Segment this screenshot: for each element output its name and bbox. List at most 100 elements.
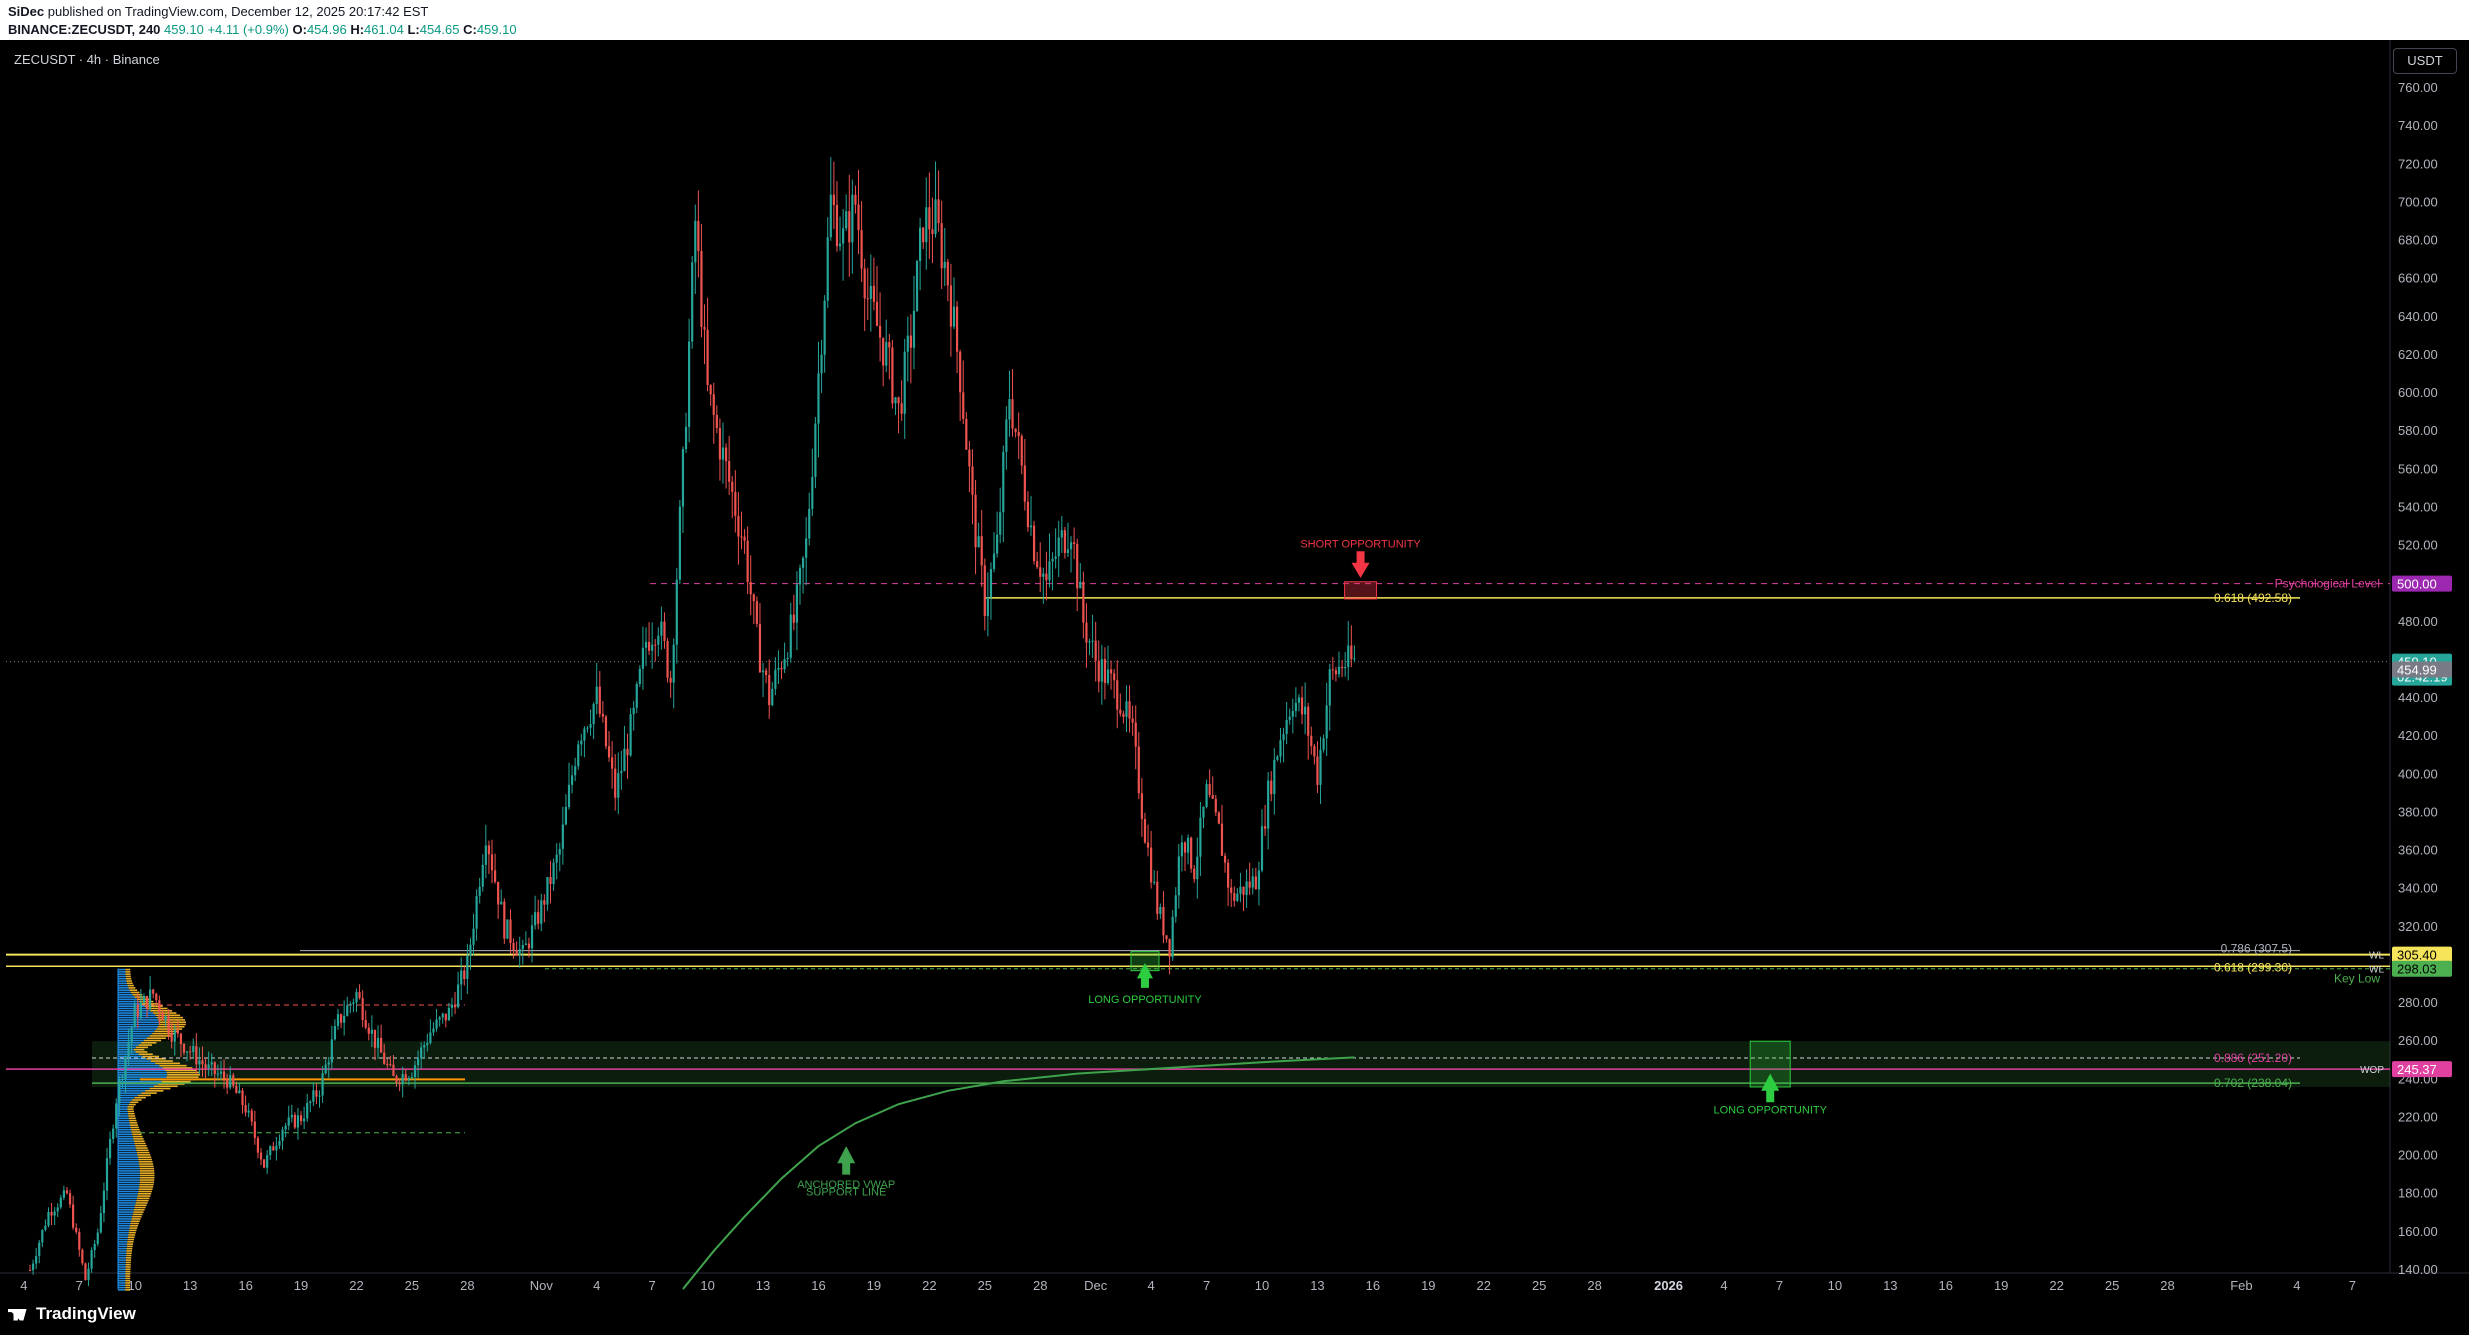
candle-body	[306, 1102, 309, 1119]
candle-body	[946, 261, 949, 286]
candle-body	[669, 677, 672, 683]
candle-body	[1227, 862, 1230, 888]
candle-body	[949, 285, 953, 327]
volume-profile-bar	[125, 1257, 132, 1259]
tag-305-bg	[2392, 946, 2452, 963]
volume-profile-bar	[118, 1030, 155, 1033]
volume-profile-bar	[118, 1257, 126, 1259]
candle-body	[1208, 783, 1211, 796]
candle-body	[65, 1190, 69, 1194]
volume-profile-bar	[118, 1208, 134, 1211]
candle-body	[629, 714, 632, 756]
candle-body	[53, 1211, 56, 1216]
time-tick-label: 28	[460, 1278, 474, 1293]
volume-profile-bar	[118, 984, 128, 987]
candle-body	[691, 262, 694, 342]
volume-profile-bar	[131, 1220, 140, 1223]
candle-body	[1153, 881, 1156, 883]
price-tick-label: 720.00	[2398, 156, 2438, 171]
volume-profile-bar	[128, 1234, 136, 1236]
volume-profile-bar	[118, 1286, 126, 1289]
volume-profile-bar	[127, 984, 134, 987]
candle-body	[136, 1004, 139, 1017]
candle-body	[90, 1250, 93, 1269]
candle-body	[352, 1002, 355, 1004]
volume-profile-bar	[118, 1046, 136, 1049]
volume-profile-bar	[133, 1208, 145, 1211]
volume-profile-bar	[136, 1151, 150, 1154]
time-tick-label: Feb	[2230, 1278, 2252, 1293]
candle-body	[1353, 658, 1356, 660]
volume-profile-bar	[118, 1099, 133, 1101]
candle-body	[1029, 525, 1033, 528]
chart-area[interactable]: 140.00 160.00 180.00 200.00 220.00 240.00 260.…	[0, 40, 2469, 1295]
volume-profile-bar	[127, 1106, 134, 1108]
time-tick-label: 7	[1203, 1278, 1210, 1293]
publisher-name[interactable]: SiDec	[8, 4, 45, 19]
candle-body	[296, 1115, 300, 1128]
candle-body	[777, 667, 780, 670]
candle-body	[882, 337, 885, 366]
candle-body	[142, 996, 146, 1003]
volume-profile-bar	[118, 1231, 129, 1234]
volume-profile-bar	[118, 1263, 126, 1266]
candle-body	[493, 870, 497, 882]
candle-body	[758, 623, 762, 673]
candle-body	[429, 1032, 432, 1043]
candle-body	[232, 1075, 235, 1086]
candle-body	[838, 243, 842, 247]
candle-body	[1304, 706, 1307, 715]
candle-body	[152, 989, 155, 994]
volume-profile-bar	[118, 1250, 127, 1252]
candle-body	[1097, 660, 1100, 682]
candle-body	[392, 1064, 395, 1077]
volume-profile-bar	[118, 1023, 159, 1026]
volume-profile-bar	[127, 1112, 135, 1115]
price-chart-svg[interactable]: 140.00160.00180.00200.00220.00240.00260.…	[0, 40, 2469, 1295]
candle-body	[940, 223, 943, 269]
candle-body	[1017, 431, 1020, 436]
candle-body	[1205, 783, 1208, 807]
volume-profile-bar	[133, 1138, 144, 1140]
candle-body	[426, 1042, 429, 1046]
candle-body	[204, 1064, 207, 1069]
volume-profile-bar	[125, 1266, 131, 1268]
volume-profile-bar	[118, 1074, 168, 1076]
candle-body	[219, 1071, 223, 1074]
volume-profile-bar	[118, 1142, 135, 1145]
volume-profile-bar	[118, 1156, 138, 1158]
candle-body	[546, 877, 549, 905]
volume-profile-bar	[128, 1103, 136, 1106]
volume-profile-bar	[132, 1213, 143, 1216]
volume-profile-bar	[155, 1014, 181, 1017]
candle-body	[373, 1029, 377, 1048]
candle-body	[817, 373, 820, 424]
currency-button[interactable]: USDT	[2393, 48, 2457, 74]
candle-body	[179, 1033, 183, 1045]
candle-body	[124, 1056, 127, 1080]
candle-body	[99, 1213, 102, 1233]
candle-body	[731, 481, 734, 492]
candle-body	[420, 1047, 423, 1058]
candle-body	[1325, 705, 1328, 739]
candle-body	[1122, 713, 1125, 717]
volume-profile-bar	[125, 1279, 131, 1282]
volume-profile-bar	[145, 1090, 164, 1092]
volume-profile-bar	[118, 1211, 134, 1213]
candle-body	[1008, 399, 1011, 420]
candle-body	[121, 1079, 124, 1081]
candle-body	[1134, 722, 1137, 747]
volume-profile-bar	[118, 1259, 126, 1261]
chart-label: ZECUSDT · 4h · Binance	[14, 52, 160, 67]
volume-profile-bar	[136, 1197, 150, 1200]
time-tick-label: 19	[1421, 1278, 1435, 1293]
candle-body	[198, 1060, 201, 1065]
candle-body	[848, 211, 851, 243]
candle-body	[133, 1004, 136, 1028]
volume-profile-bar	[118, 1282, 126, 1284]
time-tick-label: 25	[978, 1278, 992, 1293]
tradingview-logo[interactable]: TradingView	[8, 1304, 136, 1324]
vwap-arrow-icon	[837, 1146, 856, 1175]
candle-body	[1091, 640, 1094, 642]
candle-body	[555, 854, 558, 863]
